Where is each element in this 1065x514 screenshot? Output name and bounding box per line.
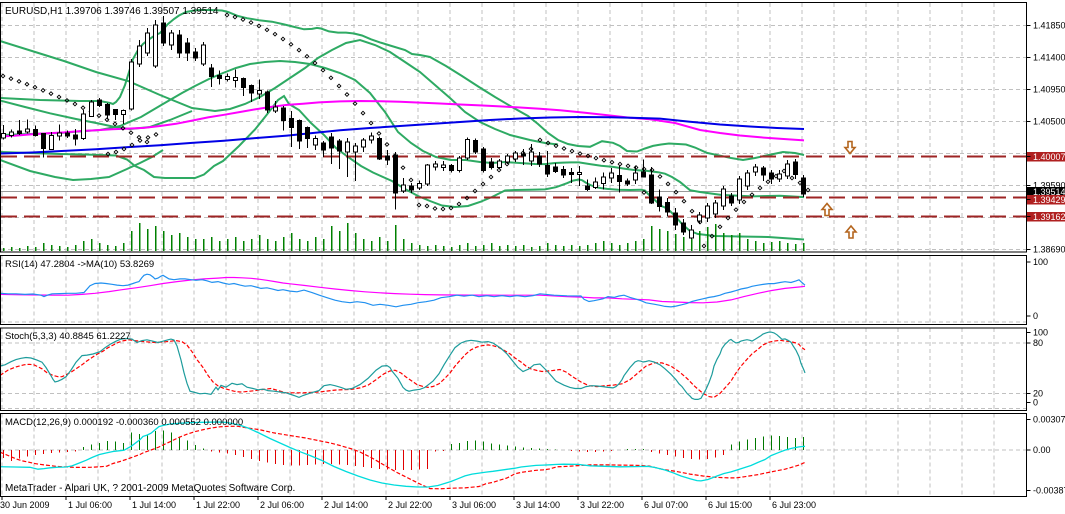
- svg-text:3 Jul 22:00: 3 Jul 22:00: [580, 500, 624, 510]
- svg-text:1.39162: 1.39162: [1033, 212, 1065, 222]
- svg-text:2 Jul 06:00: 2 Jul 06:00: [260, 500, 304, 510]
- svg-text:2 Jul 14:00: 2 Jul 14:00: [324, 500, 368, 510]
- svg-text:-0.00387: -0.00387: [1033, 485, 1065, 495]
- svg-text:1 Jul 22:00: 1 Jul 22:00: [196, 500, 240, 510]
- svg-text:EURUSD,H1 1.39706 1.39746 1.3: EURUSD,H1 1.39706 1.39746 1.39507 1.3951…: [5, 6, 219, 17]
- svg-text:6 Jul 07:00: 6 Jul 07:00: [644, 500, 688, 510]
- svg-text:6 Jul 15:00: 6 Jul 15:00: [708, 500, 752, 510]
- svg-text:1.39590: 1.39590: [1033, 181, 1065, 191]
- svg-text:0.003077: 0.003077: [1033, 414, 1065, 424]
- svg-text:1 Jul 06:00: 1 Jul 06:00: [68, 500, 112, 510]
- svg-text:1 Jul 14:00: 1 Jul 14:00: [132, 500, 176, 510]
- svg-text:1.38690: 1.38690: [1033, 245, 1065, 255]
- svg-text:0.00: 0.00: [1033, 445, 1051, 455]
- svg-text:2 Jul 22:00: 2 Jul 22:00: [388, 500, 432, 510]
- svg-text:MetaTrader - Alpari UK, ? 2001: MetaTrader - Alpari UK, ? 2001-2009 Meta…: [5, 483, 295, 494]
- svg-text:MACD(12,26,9) 0.000192 -0.0003: MACD(12,26,9) 0.000192 -0.000360 0.00055…: [5, 417, 243, 428]
- svg-text:0: 0: [1033, 311, 1038, 321]
- svg-text:RSI(14) 47.2804 ->MA(10) 53.8: RSI(14) 47.2804 ->MA(10) 53.8269: [5, 259, 154, 270]
- svg-text:1.40500: 1.40500: [1033, 116, 1065, 126]
- svg-text:6 Jul 23:00: 6 Jul 23:00: [772, 500, 816, 510]
- svg-text:20: 20: [1033, 388, 1043, 398]
- svg-text:1.41850: 1.41850: [1033, 20, 1065, 30]
- svg-text:0: 0: [1033, 398, 1038, 408]
- svg-text:3 Jul 14:00: 3 Jul 14:00: [516, 500, 560, 510]
- svg-text:1.39429: 1.39429: [1033, 195, 1065, 205]
- svg-text:80: 80: [1033, 338, 1043, 348]
- svg-text:1.39514: 1.39514: [1033, 187, 1065, 197]
- svg-text:1.40007: 1.40007: [1033, 152, 1065, 162]
- svg-text:Stoch(5,3,3) 40.8845 61.2227: Stoch(5,3,3) 40.8845 61.2227: [5, 331, 131, 342]
- svg-text:100: 100: [1033, 257, 1048, 267]
- svg-text:1.41400: 1.41400: [1033, 52, 1065, 62]
- svg-text:1.40950: 1.40950: [1033, 84, 1065, 94]
- svg-text:100: 100: [1033, 327, 1048, 337]
- svg-text:30 Jun 2009: 30 Jun 2009: [0, 500, 50, 510]
- svg-text:3 Jul 06:00: 3 Jul 06:00: [452, 500, 496, 510]
